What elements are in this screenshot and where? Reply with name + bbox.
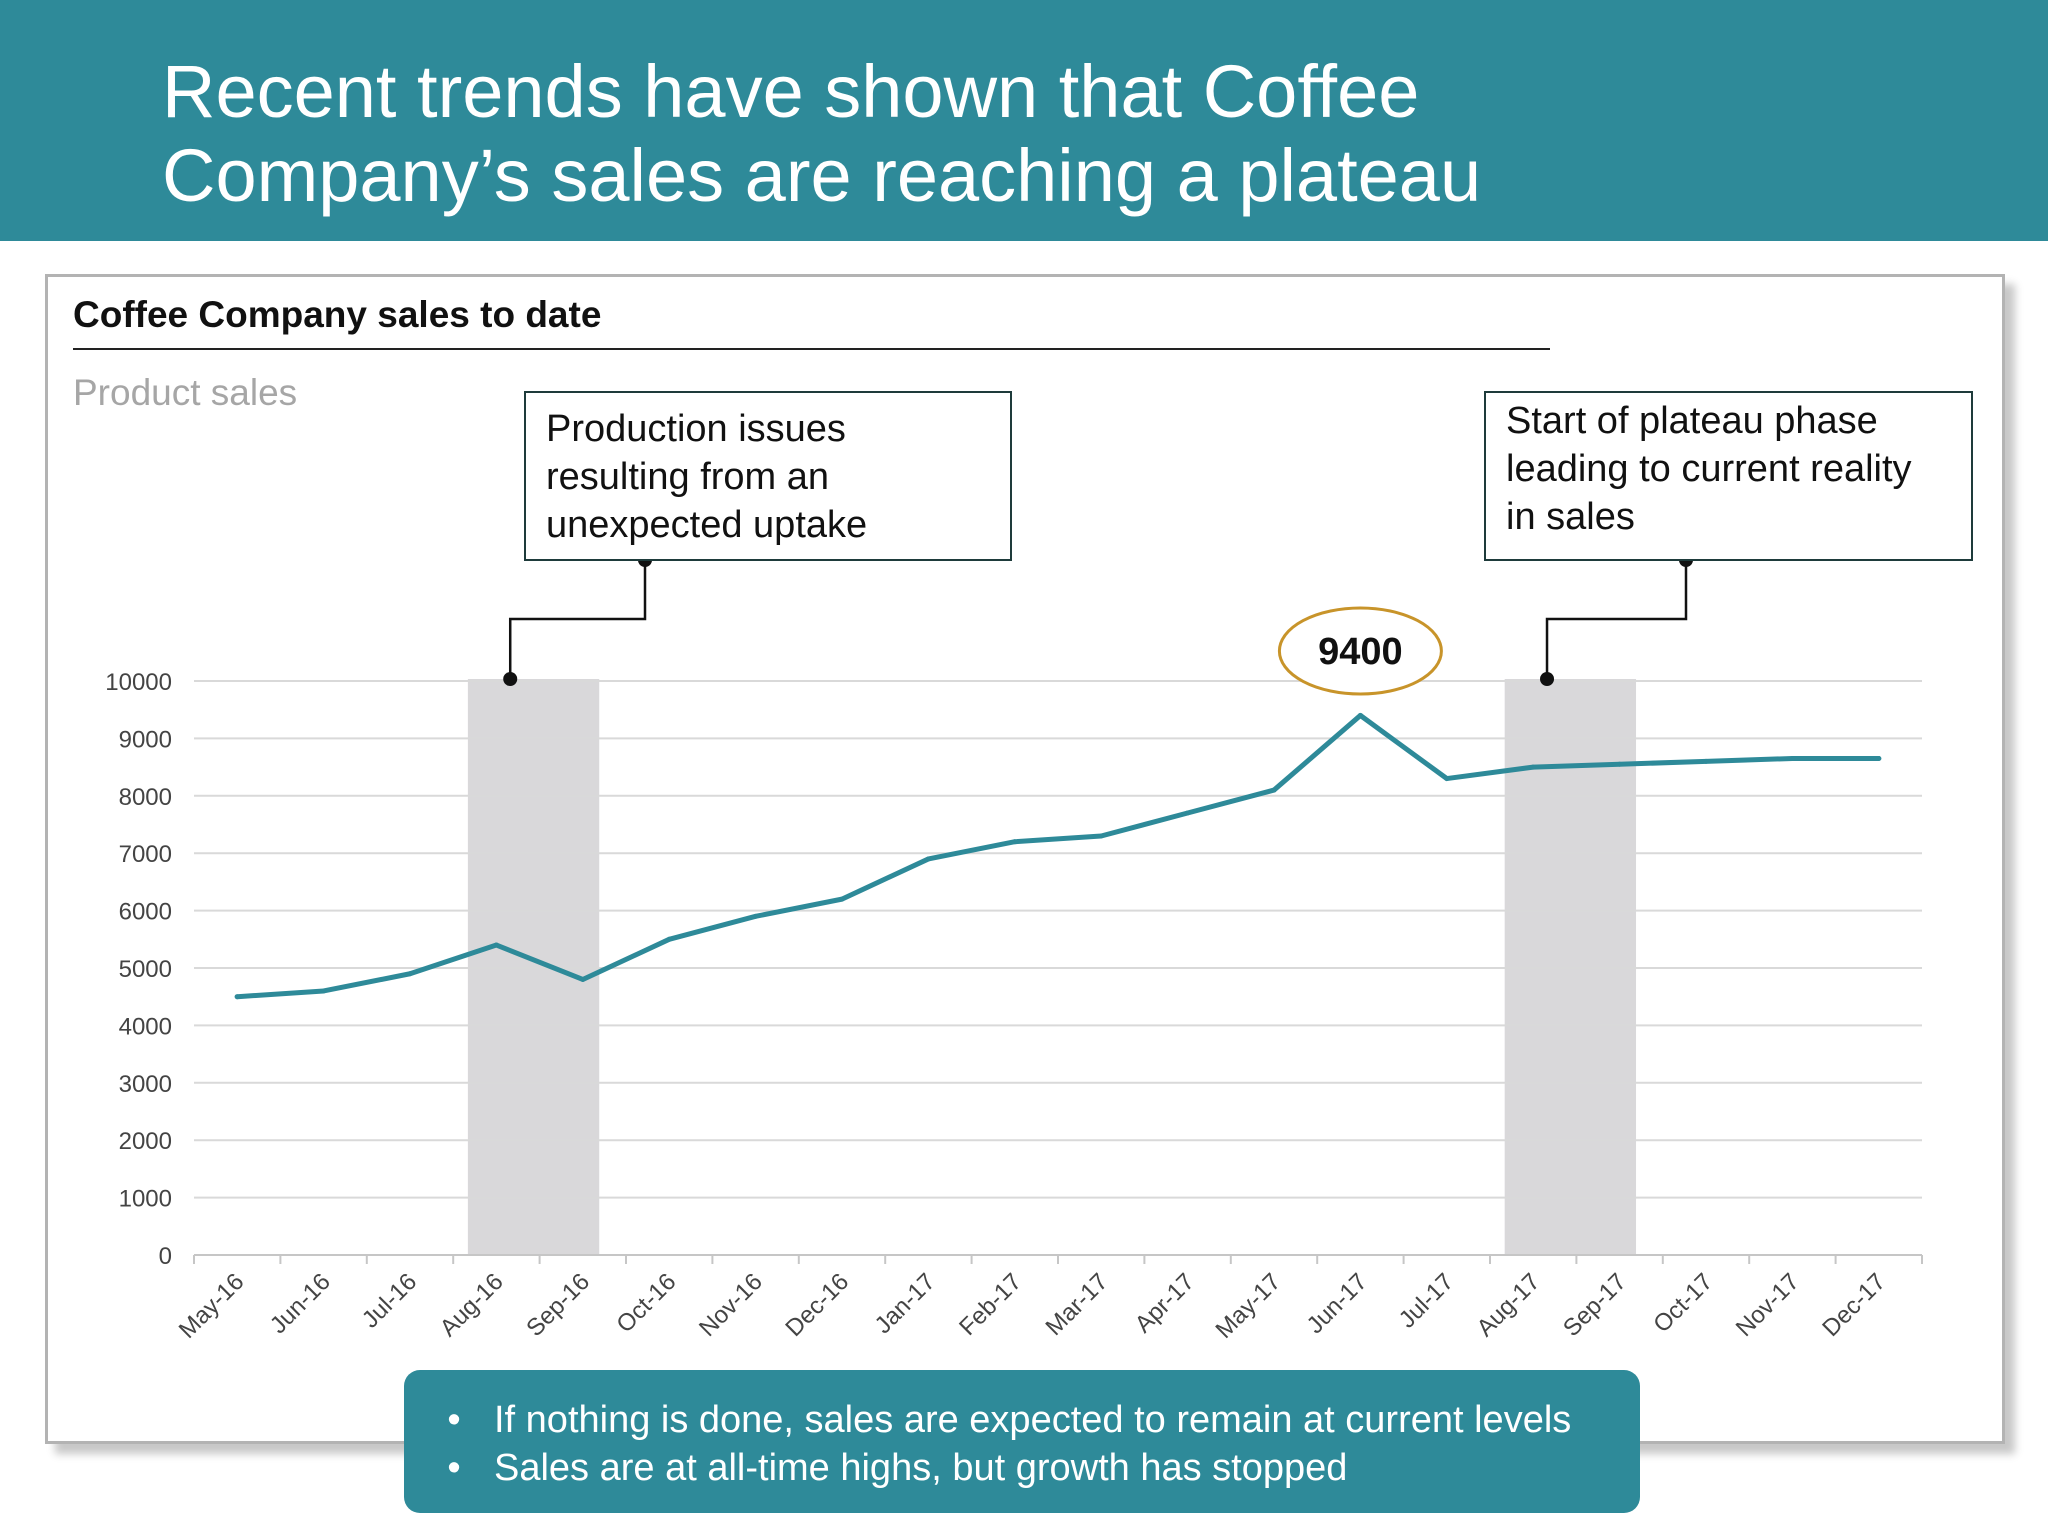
data-point <box>234 994 240 1000</box>
y-tick-label: 1000 <box>119 1186 172 1213</box>
data-point <box>1876 755 1882 761</box>
x-tick-label: Jul-16 <box>357 1268 422 1333</box>
header-banner: Recent trends have shown that Coffee Com… <box>0 0 2048 241</box>
bullet-icon: • <box>447 1399 461 1441</box>
takeaway-item: • Sales are at all-time highs, but growt… <box>434 1444 1610 1492</box>
takeaway-item: • If nothing is done, sales are expected… <box>434 1396 1610 1444</box>
chart-title: Coffee Company sales to date <box>73 294 602 335</box>
annotation-line: resulting from an <box>546 456 830 498</box>
slide-title-line-1: Recent trends have shown that Coffee <box>162 50 1420 133</box>
data-point <box>1271 787 1277 793</box>
data-point <box>1012 839 1018 845</box>
y-axis-label: Product sales <box>73 372 298 413</box>
takeaway-text: Sales are at all-time highs, but growth … <box>494 1447 1348 1489</box>
annotation-line: in sales <box>1506 496 1635 538</box>
data-point <box>1098 833 1104 839</box>
data-point <box>1444 776 1450 782</box>
y-tick-label: 4000 <box>119 1013 172 1040</box>
data-point <box>839 896 845 902</box>
takeaway-text: If nothing is done, sales are expected t… <box>494 1399 1572 1441</box>
x-tick-label: Sep-17 <box>1558 1268 1632 1342</box>
y-tick-label: 8000 <box>119 784 172 811</box>
y-tick-label: 2000 <box>119 1128 172 1155</box>
y-tick-label: 7000 <box>119 841 172 868</box>
x-tick-label: Mar-17 <box>1041 1268 1114 1341</box>
data-point <box>666 936 672 942</box>
takeaways-box: • If nothing is done, sales are expected… <box>404 1370 1640 1513</box>
annotation-production-issues: Production issues resulting from an unex… <box>524 391 1012 561</box>
x-tick-label: Dec-16 <box>780 1268 854 1342</box>
data-point <box>925 856 931 862</box>
x-tick-label: Sep-16 <box>521 1268 595 1342</box>
x-tick-label: Jul-17 <box>1394 1268 1459 1333</box>
peak-label-outline <box>1277 606 1443 696</box>
sales-series-line <box>234 712 1882 1000</box>
data-point <box>1530 764 1536 770</box>
x-tick-label: Nov-16 <box>694 1268 768 1342</box>
y-tick-label: 0 <box>159 1243 172 1270</box>
data-point <box>1617 761 1623 767</box>
annotation-line: Start of plateau phase <box>1506 400 1878 442</box>
x-tick-label: Jun-17 <box>1302 1268 1373 1339</box>
x-tick-label: Feb-17 <box>954 1268 1027 1341</box>
y-tick-label: 9000 <box>119 726 172 753</box>
data-point <box>493 942 499 948</box>
y-tick-label: 10000 <box>105 669 172 696</box>
data-point <box>753 913 759 919</box>
annotation-line: leading to current reality <box>1506 448 1912 490</box>
chart-title-rule <box>73 348 1550 350</box>
annotation-2-connector <box>1545 560 1688 679</box>
x-tick-label: Dec-17 <box>1817 1268 1891 1342</box>
y-tick-label: 6000 <box>119 899 172 926</box>
x-tick-label: Jun-16 <box>265 1268 336 1339</box>
x-tick-label: Oct-16 <box>611 1268 681 1338</box>
x-tick-label: Jan-17 <box>870 1268 941 1339</box>
data-point <box>1703 758 1709 764</box>
slide-title-line-2: Company’s sales are reaching a plateau <box>162 134 1482 217</box>
x-tick-label: Aug-16 <box>435 1268 509 1342</box>
y-tick-label: 3000 <box>119 1071 172 1098</box>
annotation-1-connector <box>508 560 647 679</box>
data-point <box>580 976 586 982</box>
x-tick-label: Apr-17 <box>1130 1268 1200 1338</box>
peak-label: 9400 <box>1318 631 1403 673</box>
annotation-plateau-phase: Start of plateau phase leading to curren… <box>1484 391 1973 561</box>
annotation-line: unexpected uptake <box>546 504 868 546</box>
x-tick-label: Nov-17 <box>1731 1268 1805 1342</box>
bullet-icon: • <box>447 1447 461 1489</box>
x-tick-label: Aug-17 <box>1472 1268 1546 1342</box>
x-tick-label: May-16 <box>174 1268 250 1344</box>
data-point <box>407 971 413 977</box>
data-point <box>1185 810 1191 816</box>
annotation-line: Production issues <box>546 408 846 450</box>
data-point <box>321 988 327 994</box>
annotation-1-dot-bottom <box>503 672 518 686</box>
y-tick-label: 5000 <box>119 956 172 983</box>
annotation-2-dot-bottom <box>1540 672 1555 686</box>
data-point <box>1789 755 1795 761</box>
x-tick-label: May-17 <box>1211 1268 1287 1344</box>
x-tick-label: Oct-17 <box>1648 1268 1718 1338</box>
data-point <box>1357 712 1363 718</box>
